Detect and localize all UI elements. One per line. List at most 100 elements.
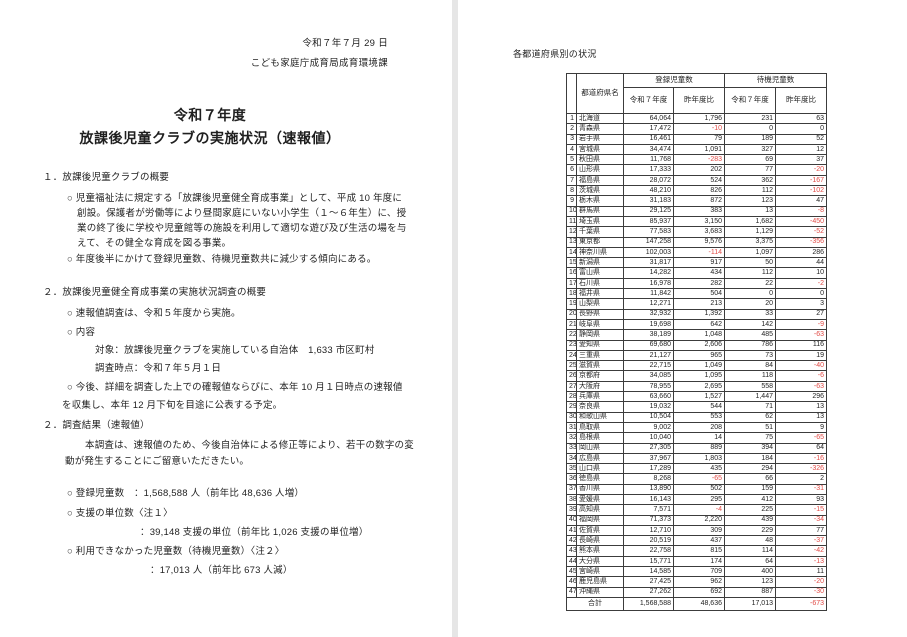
- waiting-yoy-cell: -450: [775, 215, 827, 228]
- waiting-count-cell: 73: [724, 349, 776, 362]
- waiting-count-cell: 112: [724, 185, 776, 197]
- registered-count-cell: 16,143: [623, 493, 674, 506]
- prefecture-name-cell: 青森県: [576, 123, 624, 135]
- registered-yoy-cell: 9,576: [673, 236, 725, 248]
- row-number-cell: 29: [566, 401, 577, 413]
- prefecture-name-cell: 茨城県: [576, 185, 624, 197]
- waiting-yoy-cell: 63: [775, 112, 827, 125]
- waiting-yoy-cell: 52: [775, 133, 827, 145]
- document-header: 令和７年７月 29 日 こども家庭庁成育局成育環境課: [251, 34, 388, 73]
- prefecture-name-cell: 愛媛県: [576, 493, 624, 506]
- registered-count-cell: 64,064: [623, 112, 674, 125]
- prefecture-name-cell: 鹿児島県: [576, 576, 624, 588]
- registered-yoy-cell: 1,095: [673, 370, 725, 382]
- row-number-cell: 37: [566, 483, 577, 495]
- prefecture-name-cell: 兵庫県: [576, 391, 624, 403]
- registered-count-cell: 10,040: [623, 432, 674, 444]
- waiting-count-cell: 51: [724, 421, 776, 434]
- waiting-count-cell: 64: [724, 555, 776, 568]
- section3-bullet3: ○ 利用できなかった児童数（待機児童数）〈注２〉: [67, 546, 285, 557]
- registered-yoy-cell: 1,803: [673, 452, 725, 465]
- registered-count-cell: 22,715: [623, 360, 674, 372]
- row-number-cell: 5: [566, 154, 577, 166]
- prefecture-name-cell: 神奈川県: [576, 246, 624, 259]
- row-number-cell: 12: [566, 226, 577, 238]
- prefecture-name-cell: 長野県: [576, 308, 624, 320]
- registered-yoy-cell: -65: [673, 473, 725, 485]
- waiting-count-cell: 294: [724, 463, 776, 475]
- section3-para-line1: 本調査は、速報値のため、今後自治体による修正等により、若干の数字の変: [85, 440, 414, 451]
- waiting-yoy-cell: 0: [775, 123, 827, 135]
- waiting-yoy-cell: 47: [775, 195, 827, 207]
- row-number-cell: 9: [566, 195, 577, 207]
- waiting-yoy-cell: -6: [775, 370, 827, 382]
- corner-header-cell: [566, 73, 577, 114]
- prefecture-name-cell: 宮崎県: [576, 566, 624, 578]
- table-row: 6 山形県 17,333 202 77 -20: [566, 164, 827, 176]
- section3-bullet3-value: ：17,013 人（前年比 673 人減）: [150, 565, 293, 576]
- table-row: 46 鹿児島県 27,425 962 123 -20: [566, 576, 827, 588]
- registered-yoy-cell: 826: [673, 185, 725, 197]
- waiting-count-cell: 159: [724, 483, 776, 495]
- row-number-cell: 39: [566, 504, 577, 516]
- row-number-cell: 40: [566, 514, 577, 526]
- waiting-count-cell: 412: [724, 493, 776, 506]
- waiting-count-cell: 62: [724, 411, 776, 423]
- registered-count-cell: 48,210: [623, 185, 674, 197]
- waiting-yoy-cell: -42: [775, 545, 827, 557]
- waiting-count-cell: 84: [724, 360, 776, 372]
- row-number-cell: 44: [566, 555, 577, 568]
- waiting-yoy-header: 昨年度比: [775, 87, 827, 114]
- registered-count-cell: 27,425: [623, 576, 674, 588]
- registered-count-cell: 28,072: [623, 174, 674, 187]
- table-row: 36 徳島県 8,268 -65 66 2: [566, 473, 827, 485]
- prefecture-name-cell: 埼玉県: [576, 215, 624, 228]
- registered-yoy-cell: 213: [673, 298, 725, 310]
- waiting-yoy-cell: -65: [775, 432, 827, 444]
- table-row: 21 岐阜県 19,698 642 142 -9: [566, 318, 827, 331]
- registered-yoy-cell: 917: [673, 257, 725, 269]
- row-number-cell: 16: [566, 267, 577, 279]
- registered-yoy-cell: 962: [673, 576, 725, 588]
- registered-yoy-cell: 642: [673, 318, 725, 331]
- prefecture-name-cell: 広島県: [576, 452, 624, 465]
- section2-bullet3-line2: を収集し、本年 12 月下旬を目途に公表する予定。: [62, 400, 283, 411]
- row-number-cell: 19: [566, 298, 577, 310]
- registered-yoy-cell: 1,527: [673, 391, 725, 403]
- row-number-cell: 45: [566, 566, 577, 578]
- registered-count-cell: 37,967: [623, 452, 674, 465]
- registered-yoy-cell: 79: [673, 133, 725, 145]
- registered-yoy-cell: 309: [673, 524, 725, 537]
- waiting-count-cell: 394: [724, 442, 776, 454]
- registered-yoy-cell: 504: [673, 288, 725, 300]
- prefecture-name-cell: 群馬県: [576, 205, 624, 217]
- registered-count-cell: 27,305: [623, 442, 674, 454]
- table-row: 3 岩手県 16,461 79 189 52: [566, 133, 827, 145]
- prefecture-name-cell: 福岡県: [576, 514, 624, 526]
- table-row: 24 三重県 21,127 965 73 19: [566, 349, 827, 362]
- registered-yoy-cell: 1,048: [673, 329, 725, 341]
- prefecture-name-cell: 宮城県: [576, 143, 624, 156]
- table-row: 10 群馬県 29,125 383 13 -8: [566, 205, 827, 217]
- table-row: 4 宮城県 34,474 1,091 327 12: [566, 143, 827, 156]
- waiting-count-cell: 13: [724, 205, 776, 217]
- prefecture-name-cell: 秋田県: [576, 154, 624, 166]
- table-row: 43 熊本県 22,758 815 114 -42: [566, 545, 827, 557]
- waiting-yoy-cell: -2: [775, 277, 827, 290]
- row-number-cell: 24: [566, 349, 577, 362]
- prefecture-name-cell: 熊本県: [576, 545, 624, 557]
- registered-count-cell: 11,768: [623, 154, 674, 166]
- table-row: 35 山口県 17,289 435 294 -326: [566, 463, 827, 475]
- registered-count-cell: 147,258: [623, 236, 674, 248]
- waiting-count-cell: 112: [724, 267, 776, 279]
- row-number-cell: 27: [566, 380, 577, 393]
- section1-bullet1-line3: 業の終了後に学校や児童館等の施設を利用して適切な遊び及び生活の場を与: [77, 223, 407, 234]
- waiting-group-header: 待機児童数: [724, 73, 827, 88]
- registered-count-cell: 8,268: [623, 473, 674, 485]
- registered-yoy-cell: 1,796: [673, 112, 725, 125]
- waiting-yoy-cell: -13: [775, 555, 827, 568]
- table-row: 16 富山県 14,282 434 112 10: [566, 267, 827, 279]
- waiting-count-cell: 362: [724, 174, 776, 187]
- prefecture-name-cell: 大阪府: [576, 380, 624, 393]
- waiting-yoy-cell: 2: [775, 473, 827, 485]
